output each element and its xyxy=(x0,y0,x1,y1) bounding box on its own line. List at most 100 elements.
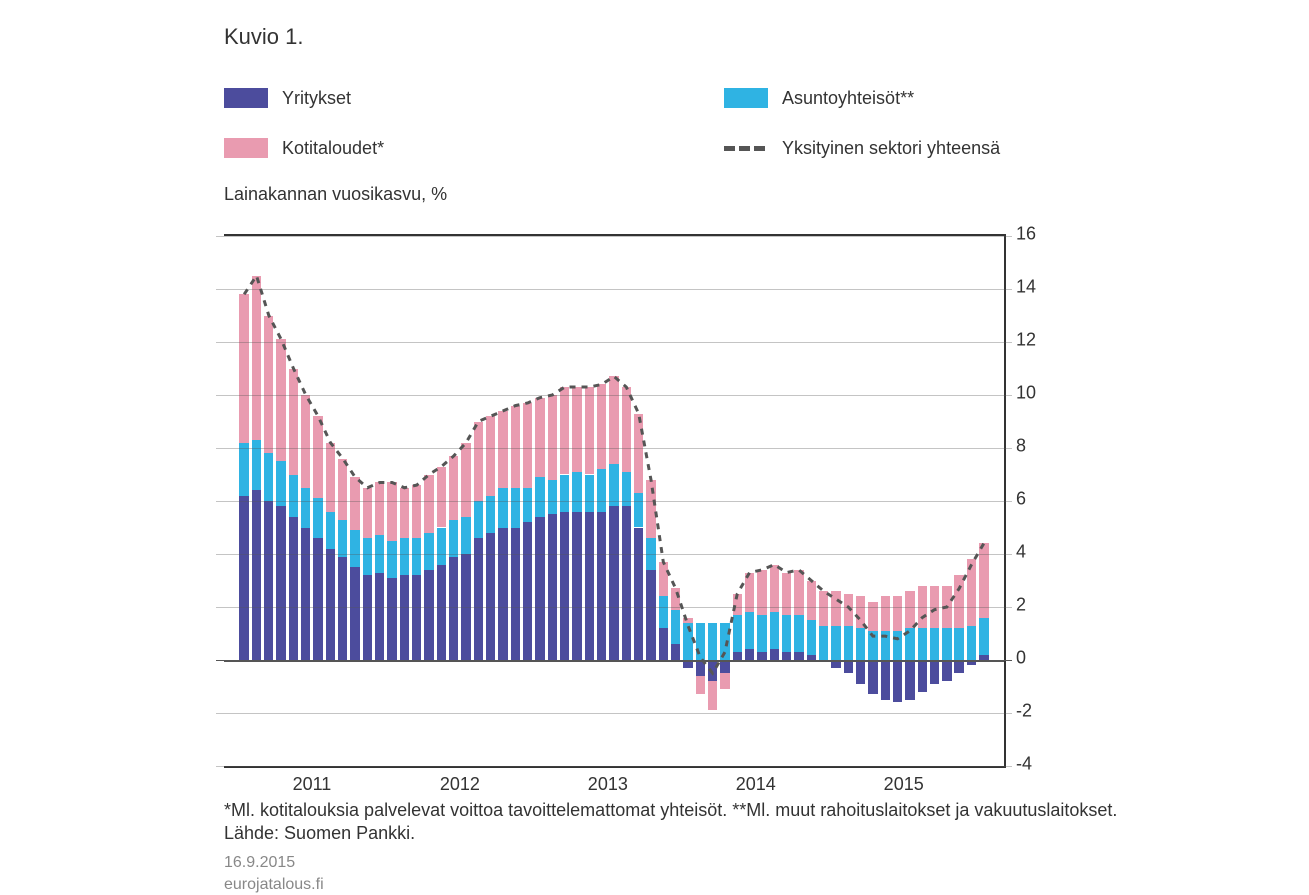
bar-segment xyxy=(831,591,840,625)
bar-segment xyxy=(400,488,409,538)
bar-segment xyxy=(363,538,372,575)
bar-segment xyxy=(313,498,322,538)
bar-segment xyxy=(733,652,742,660)
bar-segment xyxy=(893,596,902,630)
bar-segment xyxy=(856,628,865,660)
bar-segment xyxy=(770,565,779,613)
bar-segment xyxy=(708,660,717,681)
bar-segment xyxy=(585,475,594,512)
bar-segment xyxy=(387,578,396,660)
bar-segment xyxy=(338,459,347,520)
bar-segment xyxy=(301,395,310,488)
bar-segment xyxy=(585,512,594,660)
bar-segment xyxy=(264,453,273,501)
bar-segment xyxy=(313,416,322,498)
bar-segment xyxy=(301,488,310,528)
x-tick-label: 2011 xyxy=(293,774,332,795)
x-tick-label: 2015 xyxy=(884,774,924,795)
bar-segment xyxy=(954,628,963,660)
bar-segment xyxy=(782,652,791,660)
bar-segment xyxy=(881,631,890,660)
y-tick-label: 14 xyxy=(1016,277,1056,298)
bar-segment xyxy=(375,573,384,660)
bar-segment xyxy=(770,649,779,660)
bar-segment xyxy=(708,623,717,660)
bar-segment xyxy=(535,398,544,478)
bar-segment xyxy=(326,549,335,660)
swatch-asunto xyxy=(724,88,768,108)
bar-segment xyxy=(708,681,717,710)
bar-segment xyxy=(511,406,520,488)
bar-segment xyxy=(844,594,853,626)
bar-segment xyxy=(609,376,618,463)
bar-segment xyxy=(289,475,298,517)
x-tick-label: 2014 xyxy=(736,774,776,795)
bar-segment xyxy=(918,628,927,660)
bar-segment xyxy=(338,520,347,557)
bar-segment xyxy=(461,443,470,517)
bar-segment xyxy=(326,512,335,549)
y-tick-label: 4 xyxy=(1016,542,1056,563)
bar-segment xyxy=(930,628,939,660)
bar-segment xyxy=(868,660,877,694)
grid-line xyxy=(216,554,1012,555)
bar-segment xyxy=(634,493,643,527)
bar-segment xyxy=(276,461,285,506)
bar-segment xyxy=(350,567,359,660)
bar-segment xyxy=(535,477,544,517)
bar-segment xyxy=(437,528,446,565)
chart-area xyxy=(224,234,1006,768)
bar-segment xyxy=(696,676,705,695)
y-tick-label: -4 xyxy=(1016,754,1056,775)
swatch-total xyxy=(724,138,768,158)
legend-label: Asuntoyhteisöt** xyxy=(782,88,914,109)
legend-item-asuntoyhteisot: Asuntoyhteisöt** xyxy=(724,80,1224,116)
legend-item-total: Yksityinen sektori yhteensä xyxy=(724,130,1224,166)
bar-segment xyxy=(918,660,927,692)
bar-segment xyxy=(276,506,285,660)
bar-segment xyxy=(572,387,581,472)
chart: -4-2024681012141620112012201320142015 xyxy=(224,234,1054,764)
bar-segment xyxy=(942,628,951,660)
bar-segment xyxy=(967,559,976,625)
bar-segment xyxy=(449,557,458,660)
bar-segment xyxy=(363,488,372,538)
grid-line xyxy=(216,342,1012,343)
bar-segment xyxy=(794,615,803,652)
bar-segment xyxy=(412,538,421,575)
bar-segment xyxy=(523,522,532,660)
bar-segment xyxy=(498,411,507,488)
bar-segment xyxy=(609,506,618,660)
bar-segment xyxy=(659,562,668,596)
bar-segment xyxy=(585,387,594,474)
bar-segment xyxy=(868,631,877,660)
bar-segment xyxy=(609,464,618,506)
bar-segment xyxy=(757,570,766,615)
bar-segment xyxy=(301,528,310,661)
bar-segment xyxy=(597,512,606,660)
bar-segment xyxy=(757,652,766,660)
bar-segment xyxy=(881,596,890,630)
bar-segment xyxy=(733,594,742,615)
bar-segment xyxy=(252,276,261,440)
bar-segment xyxy=(683,623,692,660)
y-tick-label: 10 xyxy=(1016,383,1056,404)
legend-label: Yritykset xyxy=(282,88,351,109)
bar-segment xyxy=(942,660,951,681)
bar-segment xyxy=(412,485,421,538)
bar-segment xyxy=(659,628,668,660)
bar-segment xyxy=(646,570,655,660)
bar-segment xyxy=(449,520,458,557)
bar-segment xyxy=(239,294,248,442)
bar-segment xyxy=(770,612,779,649)
bar-segment xyxy=(622,506,631,660)
y-tick-label: 6 xyxy=(1016,489,1056,510)
grid-line xyxy=(216,607,1012,608)
y-tick-label: 12 xyxy=(1016,330,1056,351)
bar-segment xyxy=(387,482,396,540)
bar-segment xyxy=(548,514,557,660)
bar-segment xyxy=(548,395,557,480)
bar-segment xyxy=(646,480,655,538)
bar-segment xyxy=(400,538,409,575)
grid-line xyxy=(216,236,1012,237)
